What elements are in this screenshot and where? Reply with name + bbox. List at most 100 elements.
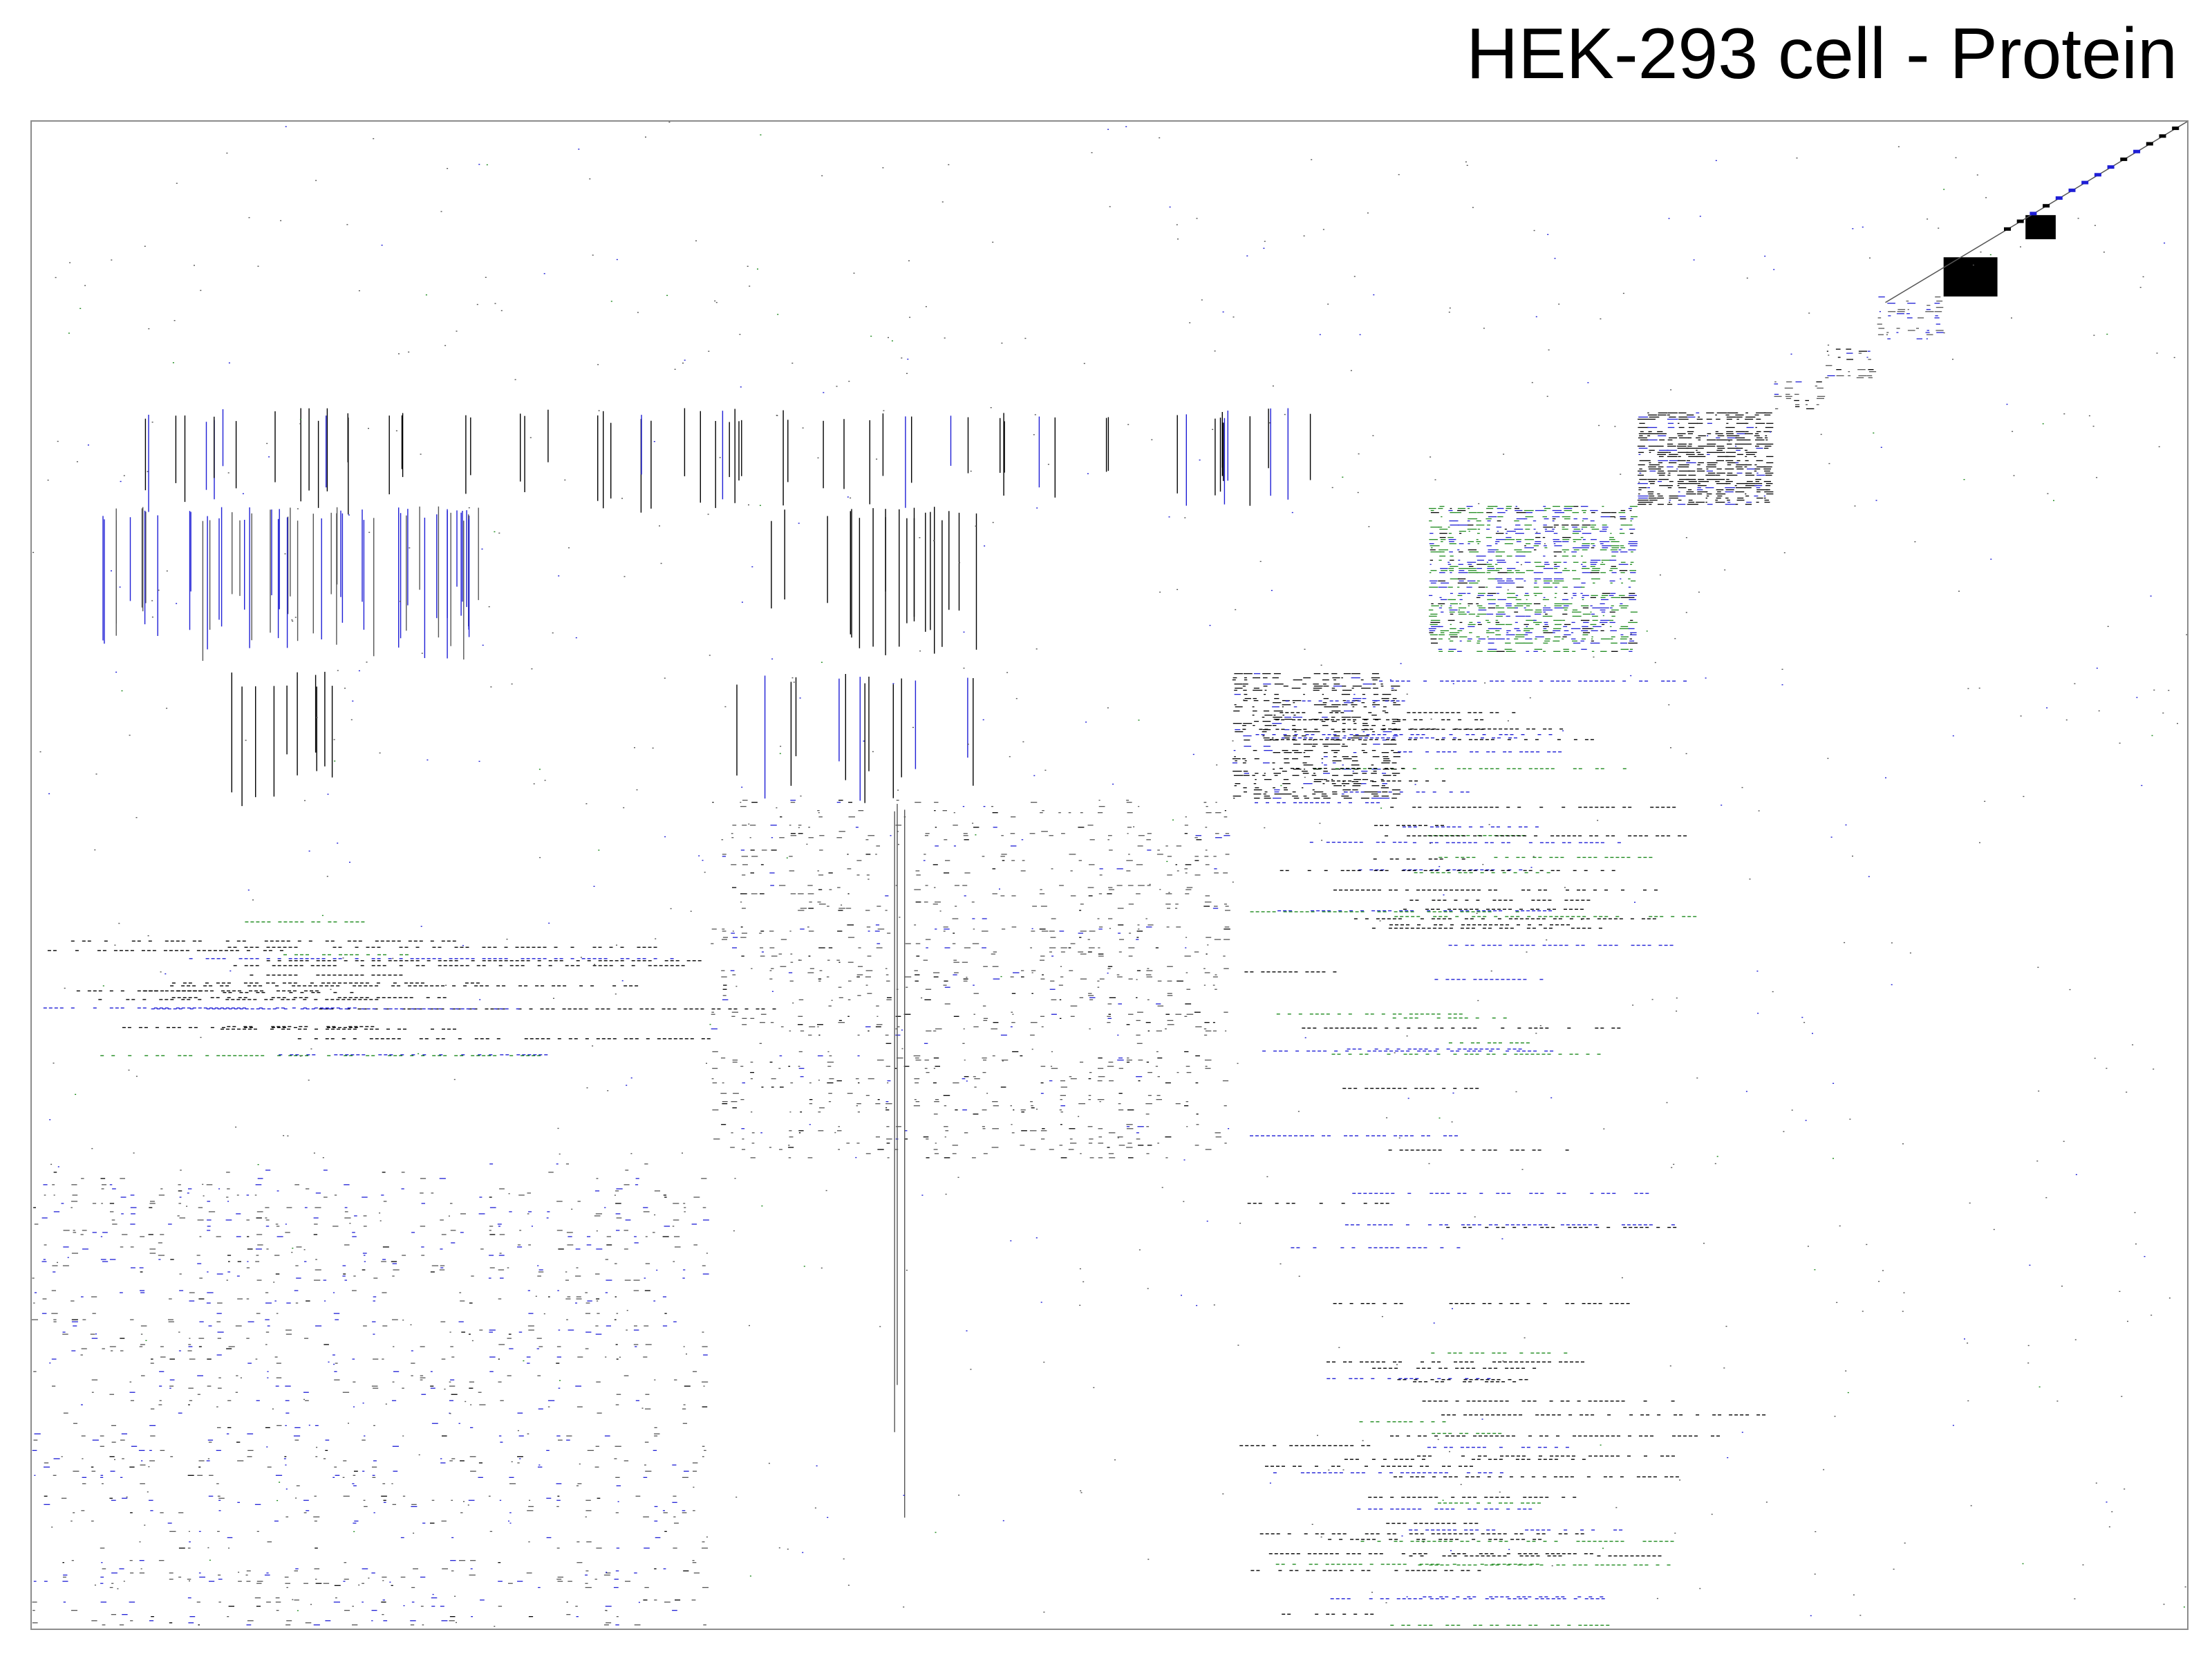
matrix-cell [596,1298,600,1300]
matrix-cell [91,1338,98,1339]
row-stripe [1423,1596,1604,1597]
matrix-cell [1658,478,1669,480]
matrix-cell [227,1400,232,1401]
row-cell [1441,1414,1445,1416]
matrix-cell [1707,433,1712,435]
column-stripe [700,411,701,503]
matrix-cell [1486,512,1492,514]
matrix-cell [836,959,840,961]
row-cell [1392,841,1396,843]
matrix-cell [1321,758,1324,760]
matrix-cell [1620,572,1625,574]
matrix-cell [480,1248,484,1250]
row-cell [1456,1624,1461,1626]
matrix-cell [1630,563,1633,565]
column-stripe [419,506,420,590]
matrix-cell [1495,505,1498,507]
matrix-cell [1735,491,1745,493]
matrix-cell [740,901,742,903]
matrix-cell [1078,951,1084,953]
matrix-cell [344,1207,348,1208]
matrix-cell [1097,918,1100,919]
row-cell [1501,1226,1506,1228]
matrix-cell [1272,706,1280,708]
matrix-cell [1543,626,1549,628]
matrix-cell [1333,785,1342,787]
row-cell [1467,1596,1471,1597]
matrix-cell [1553,632,1555,633]
matrix-cell [1013,1109,1015,1111]
matrix-cell [594,1190,600,1192]
matrix-cell [1736,418,1739,420]
matrix-cell [1107,1018,1112,1019]
matrix-cell [992,812,998,814]
matrix-cell [1620,547,1626,549]
matrix-cell [1736,482,1747,485]
matrix-cell [1582,547,1589,549]
row-cell [1462,842,1466,843]
matrix-cell [759,932,762,934]
row-cell [1338,1303,1342,1304]
matrix-cell [1126,870,1131,872]
row-cell [1477,916,1481,917]
matrix-cell [267,1325,270,1327]
matrix-cell [1629,597,1635,599]
row-cell [1568,1414,1573,1416]
matrix-cell [1629,599,1636,601]
row-cell [1402,1598,1406,1600]
matrix-cell [1382,756,1389,758]
row-cell [1365,1013,1369,1015]
matrix-cell [807,926,809,928]
matrix-cell [1562,599,1568,601]
row-cell [1394,1367,1398,1369]
row-cell [1328,1472,1332,1474]
matrix-cell [750,1018,755,1019]
row-cell [1306,1472,1310,1474]
matrix-cell [1649,416,1660,418]
matrix-cell [1371,750,1376,751]
matrix-cell [1756,501,1759,503]
matrix-cell [1524,538,1534,541]
matrix-cell [286,1207,292,1208]
row-cell [1435,1598,1439,1600]
row-cell [1416,1367,1421,1369]
matrix-cell [1765,474,1772,476]
row-cell [1466,1367,1470,1369]
matrix-cell [1639,478,1647,480]
matrix-cell [1496,586,1502,588]
matrix-cell [1430,559,1433,561]
matrix-cell [945,860,950,861]
matrix-cell [1637,445,1645,447]
matrix-cell [1591,613,1595,615]
matrix-cell [567,1296,571,1297]
matrix-cell [1031,993,1033,994]
matrix-cell [1726,474,1738,476]
matrix-cell [1755,427,1757,429]
matrix-cell [410,1620,416,1622]
row-cell [1481,1432,1485,1434]
matrix-cell [1858,375,1867,377]
matrix-cell [1755,482,1763,485]
row-cell [1390,700,1394,702]
matrix-cell [1524,545,1526,547]
row-cell [1442,751,1446,753]
cluster-block-3 [1232,673,1400,799]
matrix-cell [586,1541,592,1543]
row-cell [1546,1414,1550,1416]
matrix-cell [391,1483,393,1485]
matrix-cell [1373,693,1379,695]
matrix-cell [225,1219,232,1221]
row-cell [1418,1624,1422,1626]
matrix-cell [1274,775,1278,776]
matrix-cell [1372,704,1380,706]
row-cell [1317,1472,1321,1474]
matrix-cell [1058,812,1061,814]
matrix-cell [393,1470,398,1472]
row-cell [1443,899,1447,901]
matrix-cell [1515,594,1519,597]
matrix-cell [324,1300,326,1302]
matrix-cell [1600,541,1610,543]
matrix-cell [1323,697,1329,700]
column-stripe [398,507,400,648]
matrix-cell [1553,561,1562,563]
